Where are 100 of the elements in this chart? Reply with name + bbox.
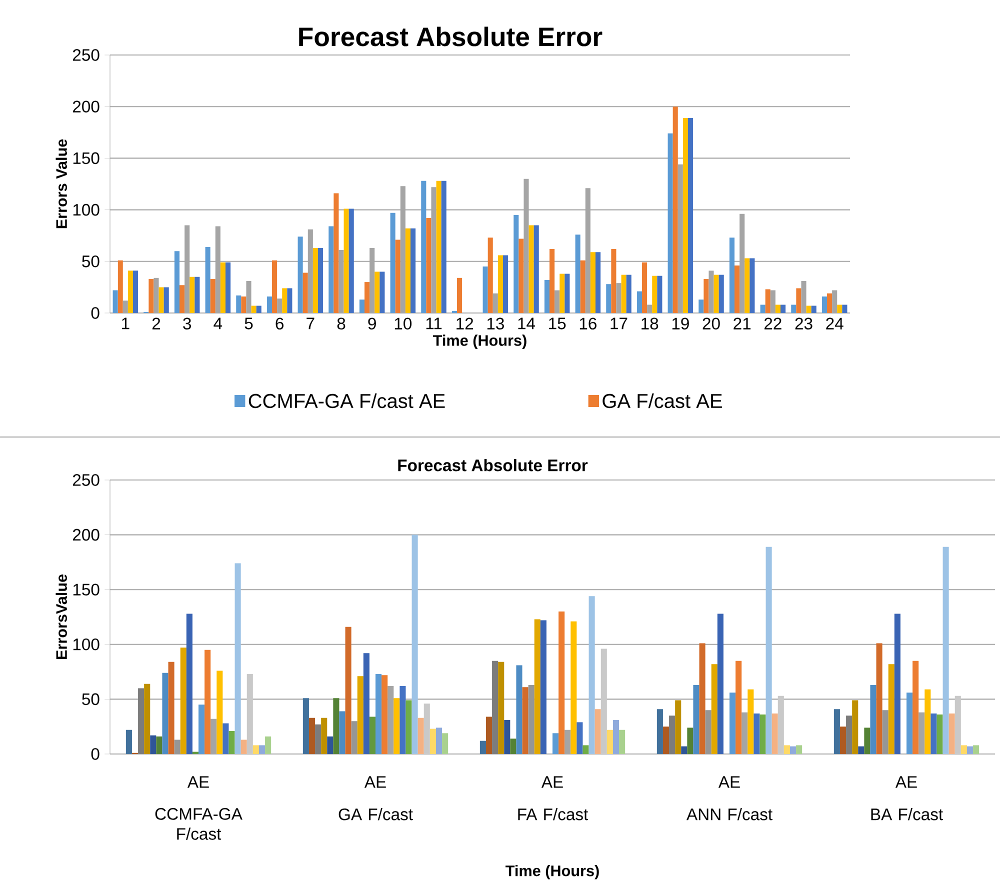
bar bbox=[780, 304, 786, 313]
bar bbox=[126, 730, 132, 754]
bar bbox=[405, 228, 410, 313]
bar bbox=[564, 730, 571, 754]
bar bbox=[647, 304, 652, 313]
bar bbox=[156, 736, 162, 754]
bar bbox=[359, 300, 365, 313]
bar bbox=[503, 255, 508, 313]
bar bbox=[348, 208, 354, 313]
bar bbox=[588, 596, 595, 754]
bar bbox=[564, 274, 570, 313]
bar bbox=[668, 133, 673, 313]
x-tick-label: 9 bbox=[368, 318, 376, 330]
bar bbox=[514, 214, 519, 313]
bar bbox=[394, 698, 400, 754]
bar bbox=[657, 276, 662, 313]
x-tick-label: CCMFA-GA F/cast bbox=[155, 808, 242, 840]
bar bbox=[708, 270, 714, 313]
bar bbox=[778, 696, 784, 754]
bar bbox=[837, 304, 842, 313]
bar bbox=[822, 296, 828, 313]
bar bbox=[784, 745, 790, 754]
bar bbox=[918, 712, 925, 754]
bar bbox=[550, 249, 555, 313]
bar bbox=[766, 546, 772, 754]
bar bbox=[796, 288, 802, 313]
bar bbox=[488, 238, 493, 313]
bar bbox=[882, 710, 888, 754]
bar bbox=[321, 718, 328, 754]
bar bbox=[421, 180, 426, 313]
bar bbox=[498, 255, 504, 313]
bar bbox=[204, 650, 211, 754]
bar bbox=[534, 225, 539, 313]
x-axis-title: Time (Hours) bbox=[433, 334, 526, 349]
bar bbox=[256, 306, 262, 313]
bar bbox=[575, 234, 580, 313]
bar bbox=[395, 240, 400, 313]
bar bbox=[704, 278, 709, 313]
bar bbox=[590, 252, 596, 313]
x-tick-label: 21 bbox=[734, 318, 751, 330]
bar bbox=[374, 272, 380, 313]
bar bbox=[558, 612, 565, 754]
bar bbox=[516, 665, 522, 754]
bar bbox=[282, 288, 288, 313]
bar bbox=[388, 686, 394, 754]
bar bbox=[174, 740, 180, 754]
x-tick-label: 24 bbox=[826, 318, 844, 330]
bar bbox=[174, 251, 180, 313]
x-tick-label: 10 bbox=[394, 318, 412, 330]
bar bbox=[580, 260, 586, 313]
bar bbox=[582, 745, 589, 754]
bar bbox=[418, 718, 424, 754]
bar bbox=[205, 246, 210, 313]
bar bbox=[333, 698, 340, 754]
bar bbox=[406, 700, 412, 754]
y-tick-label: 250 bbox=[72, 474, 100, 486]
bar bbox=[190, 276, 195, 313]
bar bbox=[846, 716, 852, 754]
x-axis-title: Time (Hours) bbox=[506, 865, 599, 880]
bar bbox=[619, 730, 626, 754]
bar bbox=[222, 723, 229, 754]
bar bbox=[656, 709, 663, 754]
bar bbox=[775, 304, 780, 313]
y-tick-label: 0 bbox=[91, 307, 100, 319]
bar bbox=[906, 692, 913, 754]
bar bbox=[616, 283, 622, 313]
bar bbox=[154, 278, 159, 313]
bar bbox=[936, 714, 943, 754]
bar bbox=[118, 260, 123, 313]
x-tick-label: 1 bbox=[122, 318, 130, 330]
bar bbox=[210, 718, 217, 754]
bar bbox=[858, 746, 864, 754]
bar bbox=[626, 274, 632, 313]
bar bbox=[687, 728, 694, 754]
y-tick-label: 50 bbox=[82, 693, 100, 706]
text: AE bbox=[718, 776, 740, 788]
bar bbox=[966, 746, 974, 754]
bar bbox=[148, 278, 154, 313]
bar bbox=[832, 290, 838, 313]
y-tick-label: 150 bbox=[73, 152, 100, 164]
bar bbox=[328, 226, 334, 313]
legend-label: GA F/cast AE bbox=[602, 393, 722, 408]
bar bbox=[544, 280, 550, 313]
bar bbox=[748, 689, 754, 754]
bar bbox=[442, 733, 448, 754]
bar bbox=[596, 252, 601, 313]
bar bbox=[522, 687, 528, 754]
bar bbox=[705, 710, 712, 754]
bar bbox=[750, 258, 755, 313]
bar bbox=[338, 250, 344, 313]
bar bbox=[226, 262, 231, 313]
bar bbox=[382, 675, 388, 754]
bar bbox=[246, 674, 253, 754]
bar bbox=[492, 660, 498, 754]
bar bbox=[717, 614, 724, 754]
x-tick-label: 22 bbox=[764, 318, 782, 330]
bar bbox=[948, 713, 955, 754]
bar bbox=[827, 293, 832, 313]
chart-title: Forecast Absolute Error bbox=[299, 26, 602, 46]
bar bbox=[376, 674, 382, 754]
